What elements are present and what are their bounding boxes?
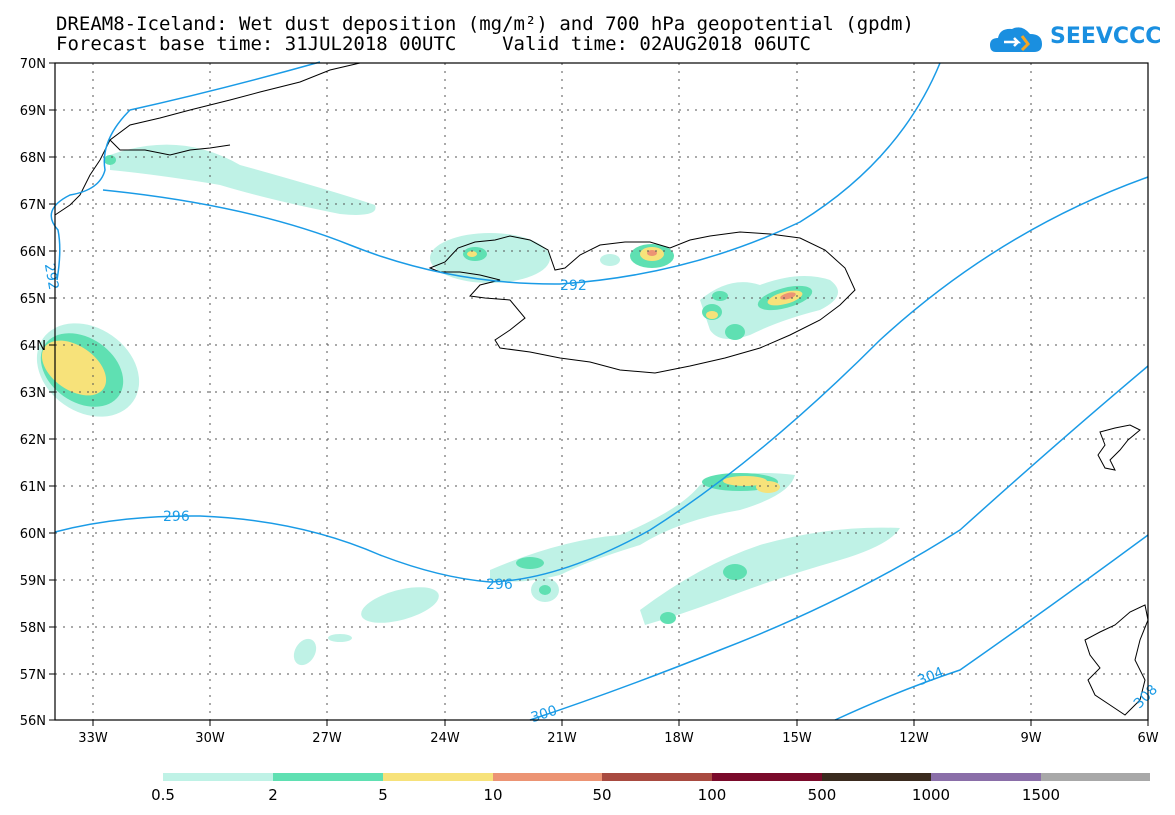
- lat-label: 58N: [20, 621, 46, 636]
- lat-label: 68N: [20, 151, 46, 166]
- legend-label: 50: [592, 786, 611, 804]
- lon-label: 12W: [899, 731, 929, 746]
- legend-label: 100: [698, 786, 727, 804]
- longitude-labels: 33W 30W 27W 24W 21W 18W 15W 12W 9W 6W: [78, 731, 1158, 746]
- legend-swatch: [163, 773, 273, 781]
- contour-label: 296: [486, 577, 513, 593]
- legend-swatch: [931, 773, 1041, 781]
- lat-label: 67N: [20, 198, 46, 213]
- legend-colorbar: [163, 773, 1150, 781]
- contour-labels: 292 292 296 296 300 304 308: [41, 262, 1161, 726]
- lat-label: 69N: [20, 104, 46, 119]
- contour-label: 292: [560, 278, 587, 294]
- legend-label: 0.5: [151, 786, 175, 804]
- contour-label: 292: [41, 262, 61, 291]
- legend-label: 1500: [1022, 786, 1060, 804]
- deposition-shading: [36, 144, 900, 666]
- logo-text: SEEVCCC: [1050, 24, 1162, 49]
- legend-swatch: [1041, 773, 1150, 781]
- lon-label: 27W: [312, 731, 342, 746]
- contour-label: 308: [1131, 682, 1161, 712]
- lat-label: 63N: [20, 386, 46, 401]
- lon-label: 24W: [430, 731, 460, 746]
- lat-label: 66N: [20, 245, 46, 260]
- lat-label: 57N: [20, 668, 46, 683]
- lat-label: 56N: [20, 714, 46, 729]
- legend-swatch: [712, 773, 822, 781]
- iceland-coast: [428, 231, 856, 374]
- faroe-coast: [1097, 424, 1141, 471]
- contour-296: [54, 176, 1149, 583]
- map-subtitle: Forecast base time: 31JUL2018 00UTC Vali…: [56, 33, 811, 55]
- legend-labels: 0.5 2 5 10 50 100 500 1000 1500: [151, 786, 1060, 804]
- legend-label: 2: [268, 786, 278, 804]
- lon-label: 15W: [782, 731, 812, 746]
- contour-292: [50, 61, 941, 285]
- legend-swatch: [822, 773, 931, 781]
- contour-304: [834, 534, 1149, 721]
- scotland-coast: [1084, 604, 1149, 716]
- latitude-labels: 70N 69N 68N 67N 66N 65N 64N 63N 62N 61N …: [20, 57, 46, 729]
- lon-label: 6W: [1137, 731, 1158, 746]
- legend-label: 10: [483, 786, 502, 804]
- lat-label: 62N: [20, 433, 46, 448]
- lat-label: 70N: [20, 57, 46, 72]
- graticule: [55, 63, 1148, 720]
- contour-label: 304: [915, 664, 946, 689]
- legend-swatch: [493, 773, 602, 781]
- legend-swatch: [602, 773, 712, 781]
- axis-ticks: [49, 62, 1149, 726]
- contour-label: 296: [163, 509, 190, 525]
- legend-swatch: [273, 773, 383, 781]
- cloud-logo-icon: [990, 27, 1042, 52]
- legend-label: 500: [808, 786, 837, 804]
- lat-label: 64N: [20, 339, 46, 354]
- lat-label: 61N: [20, 480, 46, 495]
- contour-label: 300: [529, 703, 559, 726]
- geopotential-contours: [50, 61, 1149, 721]
- map-title: DREAM8-Iceland: Wet dust deposition (mg/…: [56, 13, 914, 35]
- legend-swatch: [383, 773, 493, 781]
- lat-label: 60N: [20, 527, 46, 542]
- lon-label: 21W: [547, 731, 577, 746]
- lon-label: 18W: [664, 731, 694, 746]
- lon-label: 33W: [78, 731, 108, 746]
- lon-label: 30W: [195, 731, 225, 746]
- lon-label: 9W: [1020, 731, 1041, 746]
- lat-label: 59N: [20, 574, 46, 589]
- legend-label: 5: [378, 786, 388, 804]
- legend-label: 1000: [912, 786, 950, 804]
- lat-label: 65N: [20, 292, 46, 307]
- contour-300: [529, 365, 1149, 721]
